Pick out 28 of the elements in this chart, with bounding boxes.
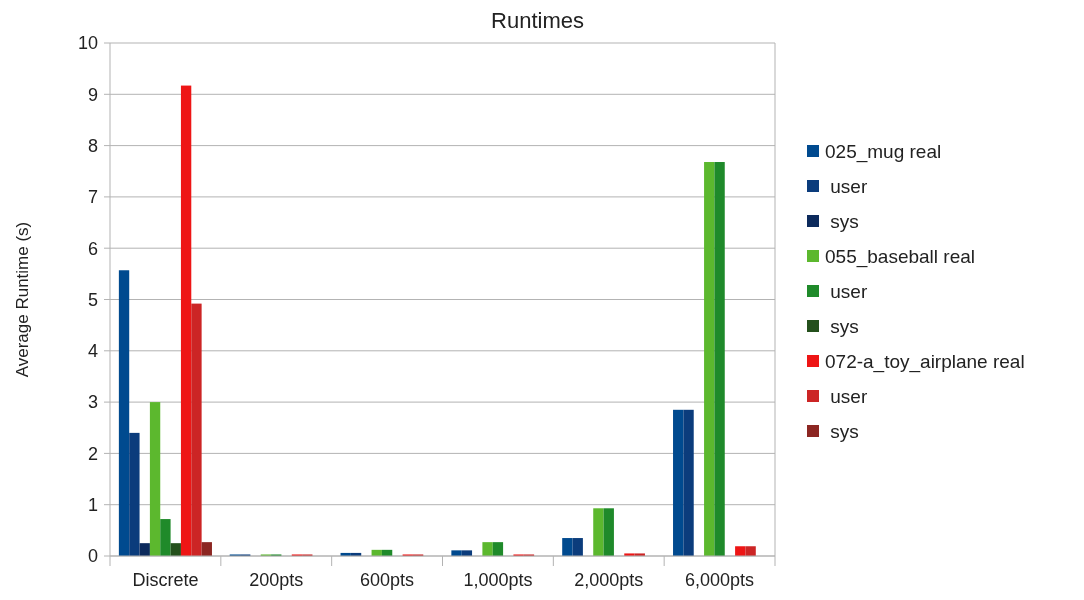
y-tick-label: 4 bbox=[87, 341, 98, 362]
legend-label: user bbox=[825, 385, 868, 407]
y-tick-label: 7 bbox=[87, 187, 98, 208]
legend-label: user bbox=[825, 175, 868, 197]
y-tick-label: 10 bbox=[77, 33, 98, 54]
legend-label: 055_baseball real bbox=[825, 245, 976, 268]
legend-label: user bbox=[825, 280, 868, 302]
y-tick-label: 3 bbox=[87, 392, 98, 413]
y-tick-label: 8 bbox=[87, 135, 98, 156]
y-tick-label: 9 bbox=[87, 84, 98, 105]
x-tick-label: 6,000pts bbox=[685, 570, 755, 590]
y-axis-title: Average Runtime (s) bbox=[13, 221, 32, 378]
y-tick-label: 5 bbox=[87, 289, 98, 310]
legend-label: sys bbox=[825, 210, 859, 232]
y-tick-label: 2 bbox=[87, 443, 98, 464]
x-tick-label: 600pts bbox=[360, 570, 415, 590]
legend-label: sys bbox=[825, 420, 859, 442]
y-tick-label: 0 bbox=[87, 546, 98, 567]
legend-label: sys bbox=[825, 315, 859, 337]
chart-title: Runtimes bbox=[491, 8, 584, 33]
legend-label: 072-a_toy_airplane real bbox=[825, 350, 1025, 373]
x-tick-label: 2,000pts bbox=[574, 570, 644, 590]
y-tick-label: 6 bbox=[87, 238, 98, 259]
legend-label: 025_mug real bbox=[825, 140, 942, 163]
x-tick-label: 200pts bbox=[249, 570, 304, 590]
x-tick-label: Discrete bbox=[132, 570, 199, 590]
y-tick-label: 1 bbox=[87, 495, 98, 515]
x-tick-label: 1,000pts bbox=[463, 570, 533, 590]
